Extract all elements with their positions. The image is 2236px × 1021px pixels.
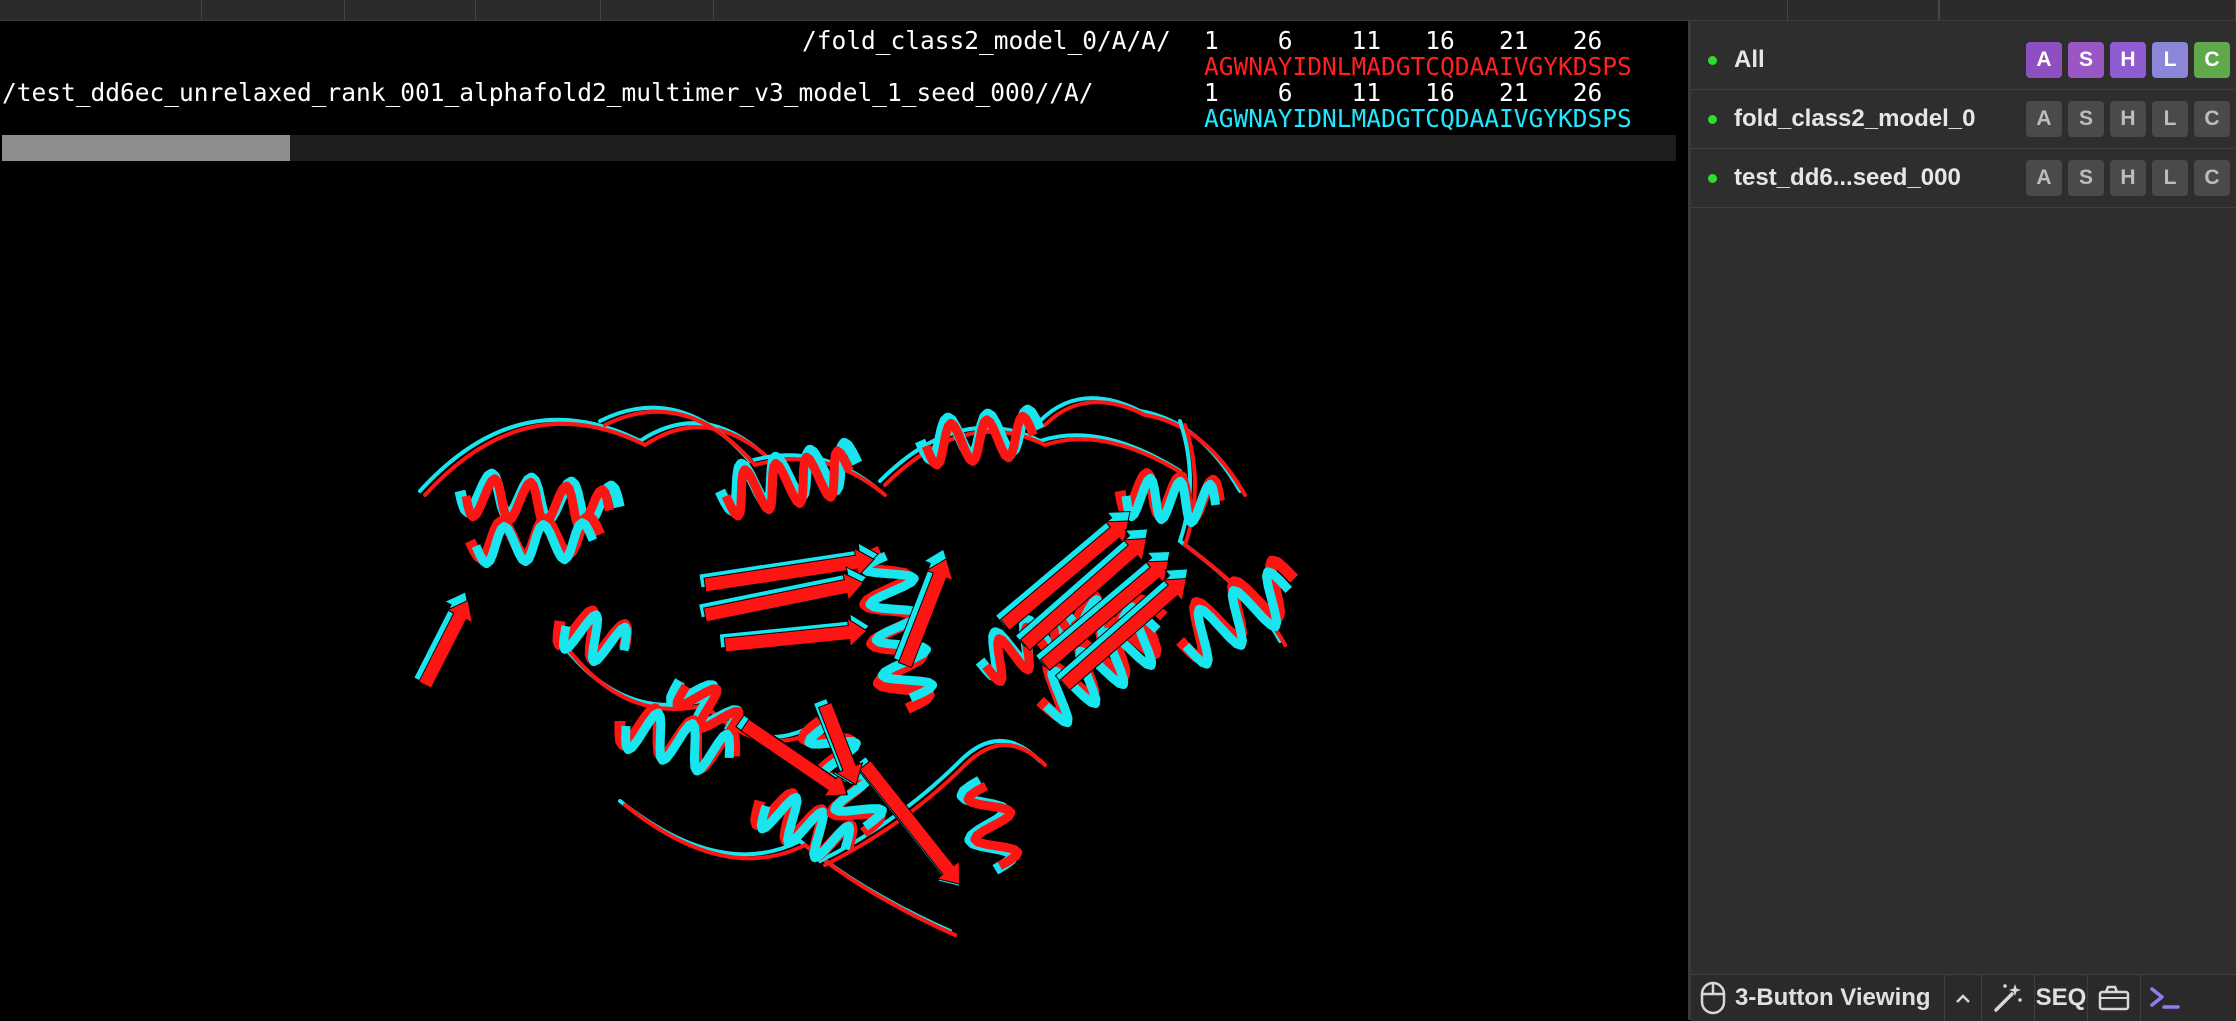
helix-ribbon (1121, 473, 1221, 528)
tab-7[interactable] (1938, 0, 2236, 20)
helix-ribbon (672, 683, 744, 734)
tab-4[interactable] (476, 0, 602, 20)
enabled-dot-icon[interactable] (1708, 173, 1717, 183)
color-button[interactable]: C (2194, 42, 2230, 78)
tab-5[interactable] (601, 0, 714, 20)
object-name[interactable]: All (1734, 46, 1765, 73)
command-line-icon[interactable] (2141, 975, 2189, 1021)
object-panel: All A S H L C fold_class2_model_0 A S H … (1691, 21, 2236, 1020)
top-tab-strip (0, 0, 2236, 21)
object-row-all[interactable]: All A S H L C (1691, 31, 2236, 90)
label-button[interactable]: L (2152, 160, 2188, 196)
sequence-residues-model0[interactable]: AGWNAYIDNLMADGTCQDAAIVGYKDSPS (1204, 52, 1632, 81)
color-button[interactable]: C (2194, 101, 2230, 137)
object-row-fold-class2[interactable]: fold_class2_model_0 A S H L C (1691, 90, 2236, 149)
sheet-arrow (817, 701, 864, 786)
object-action-buttons: A S H L C (2026, 101, 2230, 137)
helix-ribbon (921, 411, 1038, 470)
sheet-arrow (740, 718, 848, 797)
sheet-arrow (723, 617, 868, 653)
helix-ribbon (721, 446, 854, 521)
sequence-name-model0[interactable]: /fold_class2_model_0/A/A/ (802, 26, 1171, 55)
action-button[interactable]: A (2026, 101, 2062, 137)
tab-1[interactable] (0, 0, 203, 20)
sheet-arrow (703, 571, 865, 623)
magic-wand-icon[interactable] (1982, 975, 2035, 1021)
sequence-name-test[interactable]: /test_dd6ec_unrelaxed_rank_001_alphafold… (2, 78, 1094, 107)
sheet-arrow (418, 599, 474, 689)
tab-3[interactable] (345, 0, 476, 20)
color-button[interactable]: C (2194, 160, 2230, 196)
sheet-arrow (858, 759, 961, 885)
show-button[interactable]: S (2068, 160, 2104, 196)
helix-ribbon (1042, 608, 1161, 728)
helix-ribbon (859, 551, 938, 703)
sequence-scrollbar-thumb[interactable] (2, 135, 290, 161)
helix-ribbon (756, 793, 855, 863)
tab-spacer (714, 0, 1788, 20)
label-button[interactable]: L (2152, 101, 2188, 137)
object-name[interactable]: fold_class2_model_0 (1734, 105, 1976, 132)
loop-coil (818, 739, 1042, 863)
sequence-numbers-test: 1 6 11 16 21 26 (1204, 78, 1603, 107)
scene-camera-icon[interactable] (2088, 975, 2141, 1021)
panel-splitter[interactable] (1688, 21, 1691, 1020)
mouse-mode-selector[interactable]: 3-Button Viewing (1691, 975, 1945, 1021)
chevron-up-icon[interactable] (1945, 975, 1982, 1021)
mouse-icon (1700, 981, 1726, 1015)
object-action-buttons: A S H L C (2026, 160, 2230, 196)
loop-coil (423, 421, 767, 497)
loop-coil (823, 743, 1047, 867)
label-button[interactable]: L (2152, 42, 2188, 78)
loop-coil (623, 803, 957, 937)
helix-ribbon (963, 782, 1023, 870)
sheet-arrow (1059, 577, 1188, 692)
object-name[interactable]: test_dd6...seed_000 (1734, 164, 1961, 191)
helix-ribbon (621, 708, 735, 776)
bottom-toolbar: 3-Button Viewing SEQ (1691, 974, 2236, 1021)
sequence-residues-test[interactable]: AGWNAYIDNLMADGTCQDAAIVGYKDSPS (1204, 104, 1632, 133)
sheet-arrow (703, 547, 875, 593)
molecular-viewer[interactable]: /fold_class2_model_0/A/A/ 1 6 11 16 21 2… (0, 21, 1688, 1020)
sequence-numbers-model0: 1 6 11 16 21 26 (1204, 26, 1603, 55)
enabled-dot-icon[interactable] (1708, 114, 1717, 124)
object-action-buttons: A S H L C (2026, 42, 2230, 78)
hide-button[interactable]: H (2110, 160, 2146, 196)
object-row-test-dd6[interactable]: test_dd6...seed_000 A S H L C (1691, 149, 2236, 208)
hide-button[interactable]: H (2110, 101, 2146, 137)
helix-ribbon (471, 518, 598, 568)
loop-coil (1043, 400, 1247, 497)
show-button[interactable]: S (2068, 42, 2104, 78)
show-button[interactable]: S (2068, 101, 2104, 137)
mouse-mode-label: 3-Button Viewing (1735, 984, 1931, 1011)
protein-structure-render[interactable] (0, 21, 1688, 1020)
action-button[interactable]: A (2026, 42, 2062, 78)
sheet-arrow (897, 557, 954, 669)
tab-2[interactable] (202, 0, 345, 20)
helix-ribbon (558, 610, 632, 667)
helix-ribbon (1182, 567, 1292, 669)
tab-6[interactable] (1787, 0, 1939, 20)
sheet-arrow (1019, 537, 1148, 652)
hide-button[interactable]: H (2110, 42, 2146, 78)
seq-toggle-button[interactable]: SEQ (2035, 975, 2088, 1021)
enabled-dot-icon[interactable] (1708, 55, 1717, 65)
action-button[interactable]: A (2026, 160, 2062, 196)
